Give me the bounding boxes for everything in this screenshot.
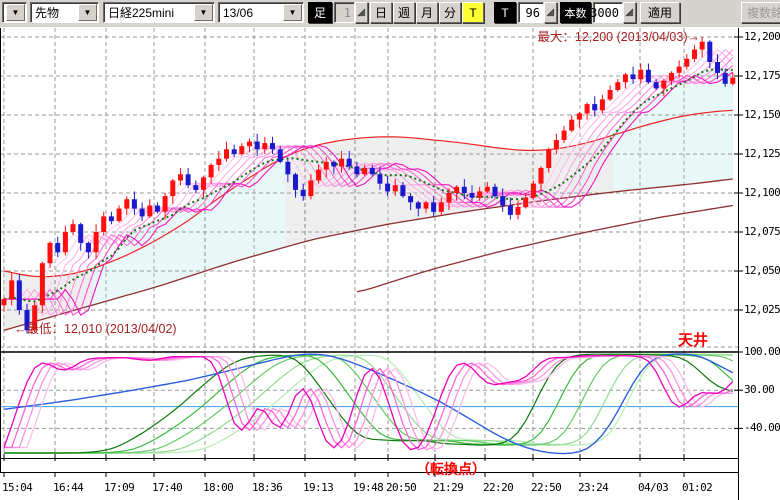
price-tick-label: 12,200 (744, 30, 780, 43)
honsu-spinner[interactable] (623, 2, 636, 23)
oscillator-tick-label: 30.00 (744, 383, 775, 397)
price-tick-label: 12,125 (744, 147, 780, 160)
market-select-value: 先物 (35, 6, 60, 20)
honsu-value-field[interactable]: 3000 (590, 2, 623, 23)
chevron-down-icon[interactable]: ▼ (283, 4, 302, 21)
toolbar: ▼ 先物 ▼ 日経225mini ▼ 13/06 ▼ 足 1 日 週 月 分 T… (0, 0, 780, 28)
period-week-button[interactable]: 週 (393, 2, 415, 23)
time-tick-label: 16:44 (53, 481, 84, 494)
time-tick-label: 19:48 (353, 481, 384, 494)
spinner-corner-icon (625, 8, 634, 17)
time-tick-label: 22:20 (483, 481, 514, 494)
ashi-spinner[interactable] (355, 2, 368, 23)
blank-combo[interactable]: ▼ (2, 2, 27, 23)
price-tick-label: 12,150 (744, 108, 780, 121)
period-day-button[interactable]: 日 (370, 2, 392, 23)
market-select[interactable]: 先物 ▼ (30, 2, 99, 23)
time-tick-label: 04/03 (638, 481, 669, 494)
ashi-label: 足 (308, 2, 332, 23)
chevron-down-icon[interactable]: ▼ (6, 4, 25, 21)
time-tick-label: 18:00 (203, 481, 234, 494)
period-tick-button-active[interactable]: T (462, 2, 484, 23)
price-tick-label: 12,025 (744, 303, 780, 316)
oscillator-tick-label: -40.00 (744, 421, 780, 435)
ashi-value-field[interactable]: 1 (334, 2, 355, 23)
contract-month-value: 13/06 (223, 5, 254, 20)
time-tick-label: 19:13 (303, 481, 334, 494)
period-month-button[interactable]: 月 (416, 2, 438, 23)
contract-month-select[interactable]: 13/06 ▼ (218, 2, 304, 23)
spinner-corner-icon (357, 8, 366, 17)
price-tick-label: 12,050 (744, 264, 780, 277)
tick-count-field[interactable]: 96 (518, 2, 544, 23)
period-minute-button[interactable]: 分 (439, 2, 461, 23)
honsu-label: 本数 (560, 2, 591, 23)
apply-button[interactable]: 適用 (640, 2, 680, 23)
chevron-down-icon[interactable]: ▼ (78, 4, 97, 21)
spinner-corner-icon (546, 8, 555, 17)
time-tick-label: 17:09 (104, 481, 135, 494)
ceiling-signal-label: 天井 (678, 332, 709, 349)
turning-point-signal-label: （転換点） (416, 461, 486, 477)
tick-count-label: T (494, 2, 516, 23)
oscillator-tick-label: 100.00 (744, 345, 780, 358)
time-tick-label: 17:40 (152, 481, 183, 494)
symbol-select-value: 日経225mini (108, 6, 175, 20)
price-tick-label: 12,100 (744, 186, 780, 199)
price-chart-canvas[interactable] (0, 27, 780, 500)
chart-area: 最大：12,200 (2013/04/03)→ ←最低：12,010 (2013… (0, 27, 780, 500)
time-tick-label: 01:02 (682, 481, 713, 494)
tick-count-spinner[interactable] (544, 2, 557, 23)
multi-symbol-button-disabled: 複数銘柄 (741, 2, 780, 23)
time-tick-label: 22:50 (531, 481, 562, 494)
price-tick-label: 12,175 (744, 69, 780, 82)
symbol-select[interactable]: 日経225mini ▼ (103, 2, 215, 23)
time-tick-label: 15:04 (2, 481, 33, 494)
price-tick-label: 12,075 (744, 225, 780, 238)
time-tick-label: 23:24 (578, 481, 609, 494)
time-tick-label: 18:36 (252, 481, 283, 494)
max-price-annotation: 最大：12,200 (2013/04/03)→ (537, 30, 700, 44)
time-tick-label: 21:29 (433, 481, 464, 494)
time-tick-label: 20:50 (386, 481, 417, 494)
min-price-annotation: ←最低：12,010 (2013/04/02) (14, 322, 177, 336)
chevron-down-icon[interactable]: ▼ (194, 4, 213, 21)
